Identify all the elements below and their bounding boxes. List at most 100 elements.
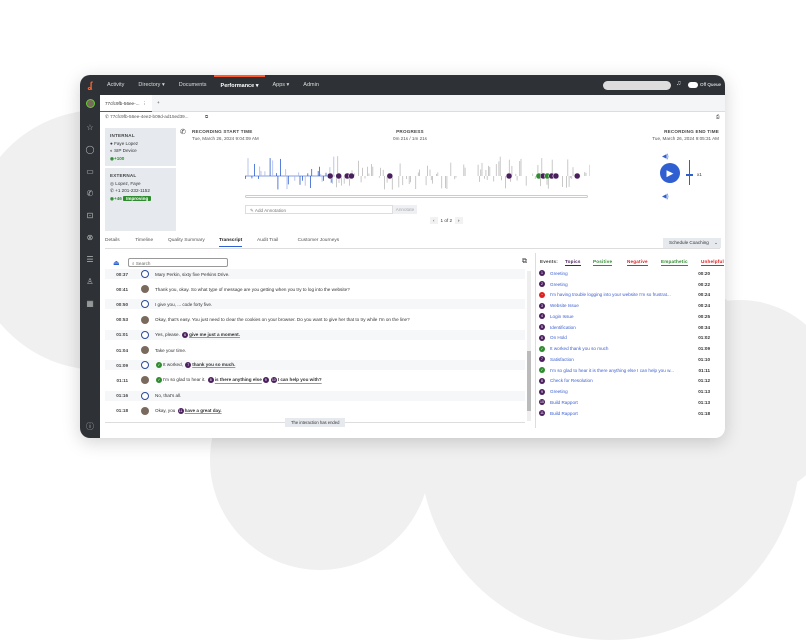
event-item[interactable]: 4 Login Issue 00:25 xyxy=(538,311,710,322)
event-marker[interactable] xyxy=(386,172,394,180)
lock-icon[interactable]: ⏏ xyxy=(113,260,120,267)
nav-item[interactable]: Admin xyxy=(303,82,319,88)
tab-details[interactable]: Details xyxy=(105,238,120,243)
event-name[interactable]: Greeting xyxy=(550,281,568,287)
support-icon[interactable]: ⊗ xyxy=(86,233,94,242)
event-name[interactable]: I'm so glad to hear it is there anything… xyxy=(550,367,674,373)
event-item[interactable]: 1 Greeting 00:20 xyxy=(538,268,710,279)
nav-item[interactable]: Performance ▾ xyxy=(213,75,266,95)
event-item[interactable]: ✓ It worked thank you so much 01:09 xyxy=(538,343,710,354)
event-marker[interactable] xyxy=(348,172,355,180)
filter-topics[interactable]: Topics xyxy=(565,259,581,266)
event-name[interactable]: Build Rapport xyxy=(550,410,578,416)
event-name[interactable]: It worked thank you so much xyxy=(550,346,609,352)
event-item[interactable]: 8 Check for Resolution 01:12 xyxy=(538,376,710,387)
event-name[interactable]: I'm having trouble logging into your web… xyxy=(550,292,671,298)
event-name[interactable]: Greeting xyxy=(550,270,568,276)
event-marker[interactable] xyxy=(505,172,513,180)
copy-icon[interactable]: ⧉ xyxy=(522,258,527,265)
volume-icon[interactable]: ◀) xyxy=(662,194,669,200)
event-item[interactable]: − I'm having trouble logging into your we… xyxy=(538,290,710,301)
filter-positive[interactable]: Positive xyxy=(593,259,613,266)
queue-toggle[interactable] xyxy=(688,82,698,88)
event-item[interactable]: 6 On Hold 01:02 xyxy=(538,333,710,344)
schedule-coaching-button[interactable]: Schedule Coaching ⌄ xyxy=(663,238,721,248)
event-marker[interactable] xyxy=(552,172,560,180)
playback-scrubber[interactable] xyxy=(245,195,588,198)
event-badge[interactable]: 10 xyxy=(270,377,277,384)
event-name[interactable]: On Hold xyxy=(550,335,567,341)
event-name[interactable]: Satisfaction xyxy=(550,356,574,362)
tab-transcript[interactable]: Transcript xyxy=(219,238,243,247)
event-name[interactable]: Check for Resolution xyxy=(550,378,593,384)
apps-icon[interactable]: ▦ xyxy=(86,299,94,308)
event-marker[interactable] xyxy=(573,172,581,180)
tab-audit-trail[interactable]: Audit Trail xyxy=(257,238,279,243)
event-marker[interactable] xyxy=(326,172,334,180)
event-name[interactable]: Greeting xyxy=(550,389,568,395)
copy-icon[interactable]: ⧉ xyxy=(205,114,209,119)
nav-item[interactable]: Documents xyxy=(178,82,207,88)
event-item[interactable]: 11 Build Rapport 01:18 xyxy=(538,408,710,419)
event-badge[interactable]: 8 xyxy=(207,377,214,384)
event-item[interactable]: 5 Identification 00:34 xyxy=(538,322,710,333)
filter-unhelpful[interactable]: Unhelpful xyxy=(701,259,724,266)
tab-quality-summary[interactable]: Quality Summary xyxy=(168,238,205,243)
event-item[interactable]: ✓ I'm so glad to hear it is there anythin… xyxy=(538,365,710,376)
highlighted-phrase[interactable]: is there anything else xyxy=(214,377,262,383)
highlighted-phrase[interactable]: I can help you with? xyxy=(277,377,322,383)
event-name[interactable]: Build Rapport xyxy=(550,399,578,405)
event-badge[interactable]: 11 xyxy=(177,407,184,414)
chat-icon[interactable]: ◯ xyxy=(85,145,95,154)
next-page-button[interactable]: › xyxy=(455,217,463,224)
print-icon[interactable]: ⎙ xyxy=(716,114,720,119)
inbox-icon[interactable]: ⊡ xyxy=(86,211,94,220)
waveform[interactable] xyxy=(245,145,590,200)
highlighted-phrase[interactable]: thank you so much. xyxy=(192,362,236,368)
event-badge[interactable]: ✓ xyxy=(156,377,162,384)
tab-timeline[interactable]: Timeline xyxy=(135,238,154,243)
interaction-tab[interactable]: 77cfc9fb-56ee-... ⋮ xyxy=(100,95,152,112)
event-item[interactable]: 3 Website Issue 00:24 xyxy=(538,300,710,311)
prev-page-button[interactable]: ‹ xyxy=(430,217,438,224)
highlighted-phrase[interactable]: give me just a moment. xyxy=(189,332,240,338)
play-button[interactable]: ▶ xyxy=(660,163,680,183)
nav-item[interactable]: Apps ▾ xyxy=(272,82,290,88)
event-name[interactable]: Login Issue xyxy=(550,313,574,319)
event-name[interactable]: Identification xyxy=(550,324,576,330)
list-icon[interactable]: ☰ xyxy=(86,255,94,264)
event-item[interactable]: 10 Build Rapport 01:13 xyxy=(538,397,710,408)
filter-negative[interactable]: Negative xyxy=(627,259,648,266)
nav-item[interactable]: Activity xyxy=(107,82,125,88)
event-badge[interactable]: ✓ xyxy=(156,362,162,369)
global-search-input[interactable] xyxy=(603,81,671,90)
filter-empathetic[interactable]: Empathetic xyxy=(661,259,688,266)
event-badge[interactable]: 6 xyxy=(182,331,189,338)
users-icon[interactable]: ♙ xyxy=(86,277,94,286)
highlighted-phrase[interactable]: have a great day. xyxy=(184,408,222,414)
video-icon[interactable]: ▭ xyxy=(86,167,94,176)
event-marker[interactable] xyxy=(335,172,342,180)
event-badge[interactable]: 7 xyxy=(185,362,192,369)
event-badge[interactable]: 9 xyxy=(262,377,269,384)
speed-slider[interactable] xyxy=(686,160,693,185)
help-icon[interactable]: ⓘ xyxy=(86,422,94,431)
tab-customer-journeys[interactable]: Customer Journeys xyxy=(297,238,340,243)
wave-bar xyxy=(371,164,372,176)
add-tab-button[interactable]: + xyxy=(157,100,160,105)
volume-icon[interactable]: ◀) xyxy=(662,154,669,160)
nav-item[interactable]: Directory ▾ xyxy=(138,82,165,88)
annotation-input[interactable]: ✎ Add Annotation xyxy=(245,205,393,214)
avatar[interactable] xyxy=(80,95,100,117)
event-item[interactable]: 2 Greeting 00:22 xyxy=(538,279,710,290)
transcript-scrollbar[interactable] xyxy=(527,271,531,421)
star-icon[interactable]: ☆ xyxy=(86,123,94,132)
event-item[interactable]: 7 Satisfaction 01:10 xyxy=(538,354,710,365)
bell-icon[interactable]: ♫ xyxy=(676,80,682,87)
text: Take your time. xyxy=(155,347,187,353)
event-name[interactable]: Website Issue xyxy=(550,303,579,309)
annotate-button[interactable]: Annotate xyxy=(393,205,417,214)
transcript-search-input[interactable]: ⌕ Search xyxy=(128,258,228,267)
event-item[interactable]: 9 Greeting 01:13 xyxy=(538,386,710,397)
phone-icon[interactable]: ✆ xyxy=(86,189,94,198)
